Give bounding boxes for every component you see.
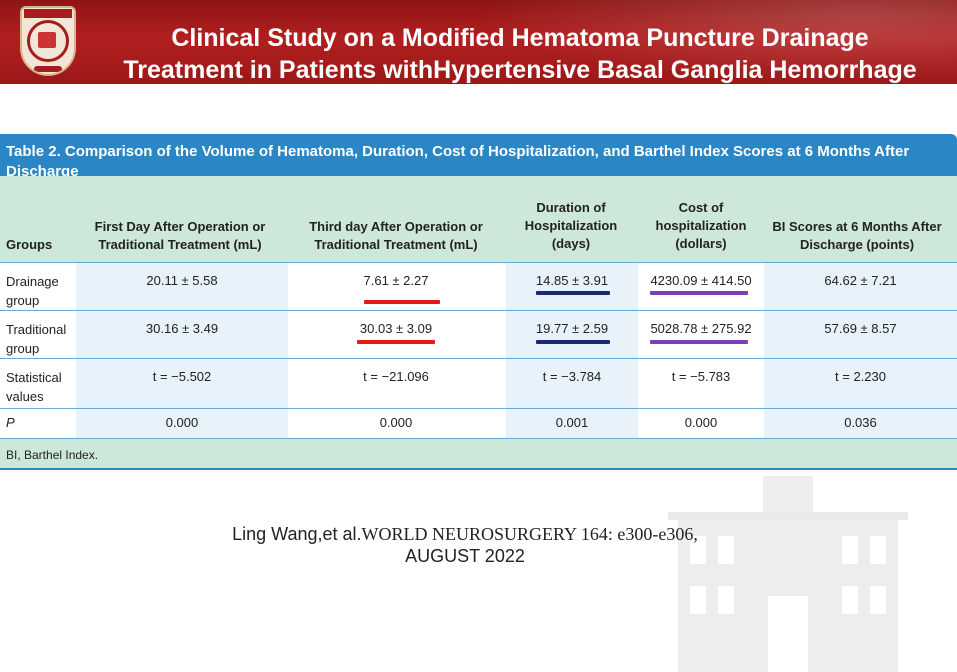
row-group-label: Drainage group [6, 274, 59, 308]
table-cell: t = −5.502 [152, 369, 212, 384]
row-group-label: Traditional group [6, 322, 67, 356]
slide-title-line1: Clinical Study on a Modified Hematoma Pu… [171, 24, 869, 52]
citation-date: AUGUST 2022 [405, 546, 525, 566]
highlight-underline-purple [650, 291, 748, 295]
col-header-third-day: Third day After Operation or Traditional… [309, 219, 483, 252]
table-cell: t = 2.230 [835, 369, 886, 384]
highlight-underline-purple [650, 340, 748, 344]
building-watermark [668, 476, 908, 672]
table-cell: 57.69 ± 8.57 [824, 321, 897, 336]
table-row: Traditional group 30.16 ± 3.49 30.03 ± 3… [0, 310, 957, 358]
table-cell: 0.000 [379, 415, 413, 430]
table-cell: 0.000 [684, 415, 718, 430]
row-group-label: P [6, 415, 15, 430]
table-cell: 5028.78 ± 275.92 [650, 321, 752, 336]
table-row: Drainage group 20.11 ± 5.58 7.61 ± 2.27 … [0, 262, 957, 310]
table-footnote: BI, Barthel Index. [6, 448, 99, 462]
table-cell: t = −3.784 [542, 369, 602, 384]
table-cell: 0.001 [555, 415, 589, 430]
table-cell: t = −5.783 [671, 369, 731, 384]
citation-journal: WORLD NEUROSURGERY 164: e300-e306, [361, 524, 698, 544]
slide-title: Clinical Study on a Modified Hematoma Pu… [90, 22, 950, 86]
table-footnote-bar: BI, Barthel Index. [0, 438, 957, 470]
comparison-table: Table 2. Comparison of the Volume of Hem… [0, 134, 957, 474]
highlight-underline-navy [536, 291, 610, 295]
table-cell: t = −21.096 [363, 369, 429, 384]
title-banner: Clinical Study on a Modified Hematoma Pu… [0, 0, 957, 84]
table-cell: 19.77 ± 2.59 [535, 321, 609, 336]
table-cell: 0.000 [165, 415, 199, 430]
slide-title-line2: Treatment in Patients withHypertensive B… [123, 56, 917, 84]
col-header-first-day: First Day After Operation or Traditional… [94, 219, 266, 252]
highlight-underline-red [364, 300, 440, 304]
highlight-underline-red [357, 340, 435, 344]
hospital-seal-icon [20, 6, 76, 76]
table-cell: 14.85 ± 3.91 [535, 273, 609, 288]
table-cell: 64.62 ± 7.21 [824, 273, 897, 288]
table-cell: 30.16 ± 3.49 [145, 321, 219, 336]
col-header-bi-scores: BI Scores at 6 Months After Discharge (p… [772, 219, 942, 252]
table-row: Statistical values t = −5.502 t = −21.09… [0, 358, 957, 408]
citation: Ling Wang,et al.WORLD NEUROSURGERY 164: … [150, 523, 780, 567]
table-cell: 7.61 ± 2.27 [363, 273, 429, 288]
row-group-label: Statistical values [6, 370, 62, 404]
citation-line1: Ling Wang,et al.WORLD NEUROSURGERY 164: … [150, 523, 780, 545]
table-caption-label: Table 2. [6, 143, 61, 160]
table-caption-text: Comparison of the Volume of Hematoma, Du… [6, 143, 910, 180]
col-header-groups: Groups [6, 237, 53, 252]
table-cell: 20.11 ± 5.58 [146, 273, 218, 288]
table-cell: 0.036 [844, 415, 877, 430]
col-header-cost: Cost of hospitalization (dollars) [655, 200, 747, 251]
table-caption: Table 2. Comparison of the Volume of Hem… [0, 134, 957, 180]
col-header-duration: Duration of Hospitalization (days) [524, 200, 618, 251]
citation-authors: Ling Wang,et al. [232, 524, 362, 544]
table-cell: 30.03 ± 3.09 [359, 321, 433, 336]
table-cell: 4230.09 ± 414.50 [650, 273, 752, 288]
table-row: P 0.000 0.000 0.001 0.000 0.036 [0, 408, 957, 438]
banner-glow [477, 0, 957, 84]
table-header-row: Groups First Day After Operation or Trad… [0, 176, 957, 262]
highlight-underline-navy [536, 340, 610, 344]
